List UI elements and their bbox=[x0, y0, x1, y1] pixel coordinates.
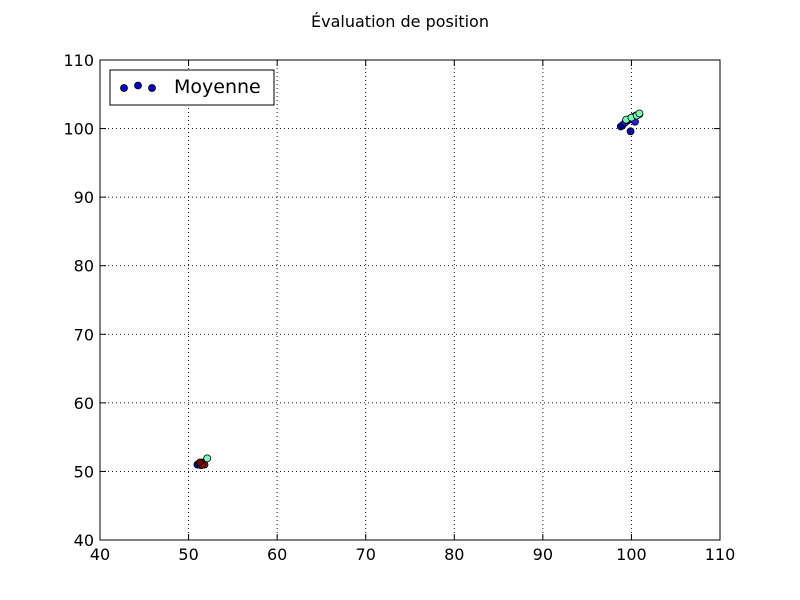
grid-lines bbox=[100, 60, 720, 540]
y-tick-label: 100 bbox=[63, 120, 94, 139]
x-tick-label: 60 bbox=[267, 545, 287, 564]
y-tick-label: 40 bbox=[74, 531, 94, 550]
y-tick-label: 110 bbox=[63, 51, 94, 70]
data-points bbox=[193, 109, 644, 470]
x-tick-label: 70 bbox=[356, 545, 376, 564]
y-tick-label: 70 bbox=[74, 325, 94, 344]
x-tick-label: 80 bbox=[444, 545, 464, 564]
y-tick-label: 90 bbox=[74, 188, 94, 207]
scatter-point bbox=[196, 458, 204, 467]
legend-marker-2 bbox=[134, 81, 142, 90]
legend: Moyenne bbox=[109, 69, 275, 106]
x-tick-label: 110 bbox=[705, 545, 736, 564]
x-tick-labels: 40 50 60 70 80 90 100 110 bbox=[90, 545, 735, 564]
y-tick-label: 80 bbox=[74, 257, 94, 276]
legend-marker-3 bbox=[148, 84, 156, 92]
y-tick-labels: 40 50 60 70 80 90 100 110 bbox=[63, 51, 94, 550]
x-tick-label: 40 bbox=[90, 545, 110, 564]
plot-frame bbox=[99, 59, 721, 541]
scatter-point bbox=[203, 454, 212, 463]
y-tick-label: 60 bbox=[74, 394, 94, 413]
x-tick-label: 100 bbox=[616, 545, 647, 564]
x-tick-label: 50 bbox=[178, 545, 198, 564]
scatter-point bbox=[635, 109, 644, 118]
legend-label: Moyenne bbox=[174, 76, 261, 98]
chart-title: Évaluation de position bbox=[311, 12, 489, 31]
legend-marker-1 bbox=[120, 84, 128, 92]
scatter-point bbox=[626, 127, 635, 136]
x-tick-label: 90 bbox=[533, 545, 553, 564]
y-tick-label: 50 bbox=[74, 462, 94, 481]
